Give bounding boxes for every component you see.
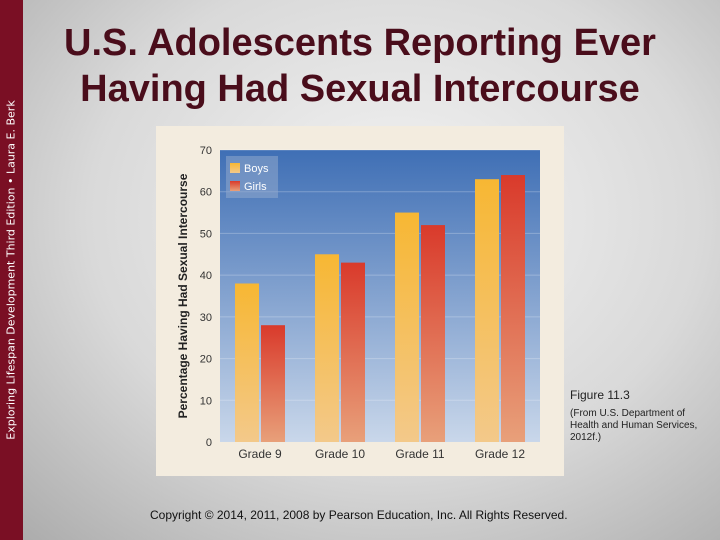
copyright-notice: Copyright © 2014, 2011, 2008 by Pearson …: [150, 508, 568, 522]
source-note: (From U.S. Department of Health and Huma…: [570, 408, 698, 443]
figure-label: Figure 11.3: [570, 388, 630, 402]
y-tick-label: 0: [206, 437, 212, 449]
x-tick-label: Grade 12: [475, 447, 525, 461]
y-tick-label: 60: [200, 187, 212, 199]
bar-girls-grade-9: [261, 325, 285, 442]
chart-panel: 0 10 20 30 40 50 60 70 Grade 9 Grade 10 Grade 11 G…: [156, 126, 564, 476]
bar-chart: 0 10 20 30 40 50 60 70 Grade 9 Grade 10 Grade 11 G…: [176, 145, 540, 461]
legend-label-girls: Girls: [244, 181, 267, 193]
bar-boys-grade-11: [395, 212, 419, 442]
bar-girls-grade-12: [501, 175, 525, 442]
y-tick-label: 20: [200, 354, 212, 366]
legend-swatch-boys: [230, 163, 240, 173]
y-tick-label: 30: [200, 312, 212, 324]
sidebar-band: Exploring Lifespan Development Third Edi…: [0, 0, 23, 540]
x-tick-label: Grade 9: [238, 447, 282, 461]
slide-title: U.S. Adolescents Reporting Ever Having H…: [64, 22, 656, 110]
y-tick-label: 70: [200, 145, 212, 157]
bar-boys-grade-10: [315, 254, 339, 442]
y-tick-label: 50: [200, 228, 212, 240]
legend-label-boys: Boys: [244, 163, 269, 175]
bar-boys-grade-12: [475, 179, 499, 442]
bar-girls-grade-10: [341, 262, 365, 442]
y-tick-label: 10: [200, 395, 212, 407]
x-tick-label: Grade 11: [395, 447, 444, 461]
bar-boys-grade-9: [235, 283, 259, 442]
legend-swatch-girls: [230, 181, 240, 191]
bar-girls-grade-11: [421, 225, 445, 442]
y-tick-label: 40: [200, 270, 212, 282]
x-tick-label: Grade 10: [315, 447, 365, 461]
sidebar-book-credit: Exploring Lifespan Development Third Edi…: [4, 100, 18, 440]
legend: Boys Girls: [226, 156, 278, 198]
y-axis-title: Percentage Having Had Sexual Intercourse: [176, 173, 190, 418]
